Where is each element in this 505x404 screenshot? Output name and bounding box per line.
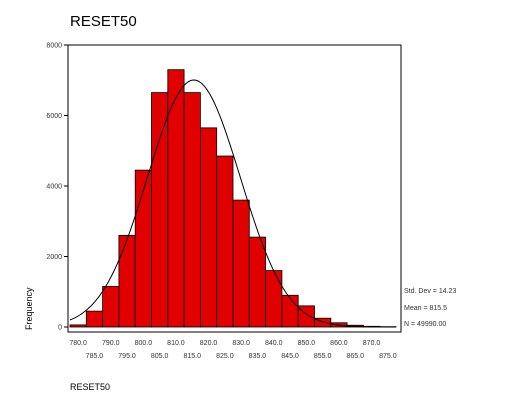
- x-tick-label: 840.0: [265, 340, 283, 347]
- x-tick-label: 795.0: [118, 353, 136, 360]
- histogram-bar: [134, 169, 152, 328]
- stat-std-dev: Std. Dev = 14.23: [404, 288, 456, 295]
- x-tick-label: 790.0: [102, 340, 120, 347]
- histogram-bar: [248, 236, 267, 328]
- histogram-bar: [69, 324, 87, 328]
- x-tick-label: 780.0: [69, 340, 87, 347]
- x-tick-label: 855.0: [314, 353, 332, 360]
- stat-mean: Mean = 815.5: [404, 305, 447, 312]
- x-tick-label: 850.0: [298, 340, 316, 347]
- histogram-bar: [85, 310, 104, 328]
- x-tick-label: 810.0: [167, 340, 185, 347]
- x-tick-label: 860.0: [330, 340, 348, 347]
- y-tick-label: 4000: [46, 184, 62, 191]
- chart-title: RESET50: [70, 13, 137, 30]
- x-axis-label: RESET50: [70, 382, 110, 392]
- x-tick-label: 835.0: [249, 353, 267, 360]
- x-axis: 780.0 790.0 800.0 810.0 820.0 830.0 840.0 850.0…: [69, 340, 396, 360]
- histogram-bar: [216, 155, 234, 328]
- x-tick-label: 800.0: [135, 340, 153, 347]
- x-tick-label: 820.0: [200, 340, 218, 347]
- histogram-bar: [151, 92, 169, 328]
- x-tick-label: 825.0: [216, 353, 234, 360]
- y-tick-label: 2000: [46, 254, 62, 261]
- x-tick-label: 830.0: [232, 340, 250, 347]
- x-tick-label: 865.0: [346, 353, 364, 360]
- x-tick-label: 815.0: [183, 353, 201, 360]
- y-tick-label: 6000: [46, 113, 62, 120]
- x-tick-label: 870.0: [363, 340, 381, 347]
- histogram-bar: [199, 127, 218, 328]
- x-tick-label: 845.0: [281, 353, 299, 360]
- histogram-bar: [265, 270, 283, 328]
- x-tick-label: 875.0: [379, 353, 397, 360]
- x-tick-label: 785.0: [86, 353, 104, 360]
- histogram-bar: [183, 92, 201, 328]
- y-axis-label: Frequency: [24, 287, 34, 330]
- stat-n: N = 49990.00: [404, 321, 446, 328]
- y-tick-label: 0: [58, 325, 62, 332]
- plot-frame: [67, 44, 402, 333]
- normal-curve: [69, 79, 396, 328]
- y-axis: 0 2000 4000 6000 8000: [46, 43, 68, 332]
- histogram-bar: [118, 234, 136, 328]
- x-tick-label: 805.0: [151, 353, 169, 360]
- histogram-bars: [69, 69, 397, 328]
- histogram-bar: [232, 199, 250, 328]
- y-tick-label: 8000: [46, 43, 62, 50]
- histogram-bar: [167, 69, 185, 328]
- histogram-bar: [102, 286, 120, 328]
- histogram-bar: [281, 294, 299, 328]
